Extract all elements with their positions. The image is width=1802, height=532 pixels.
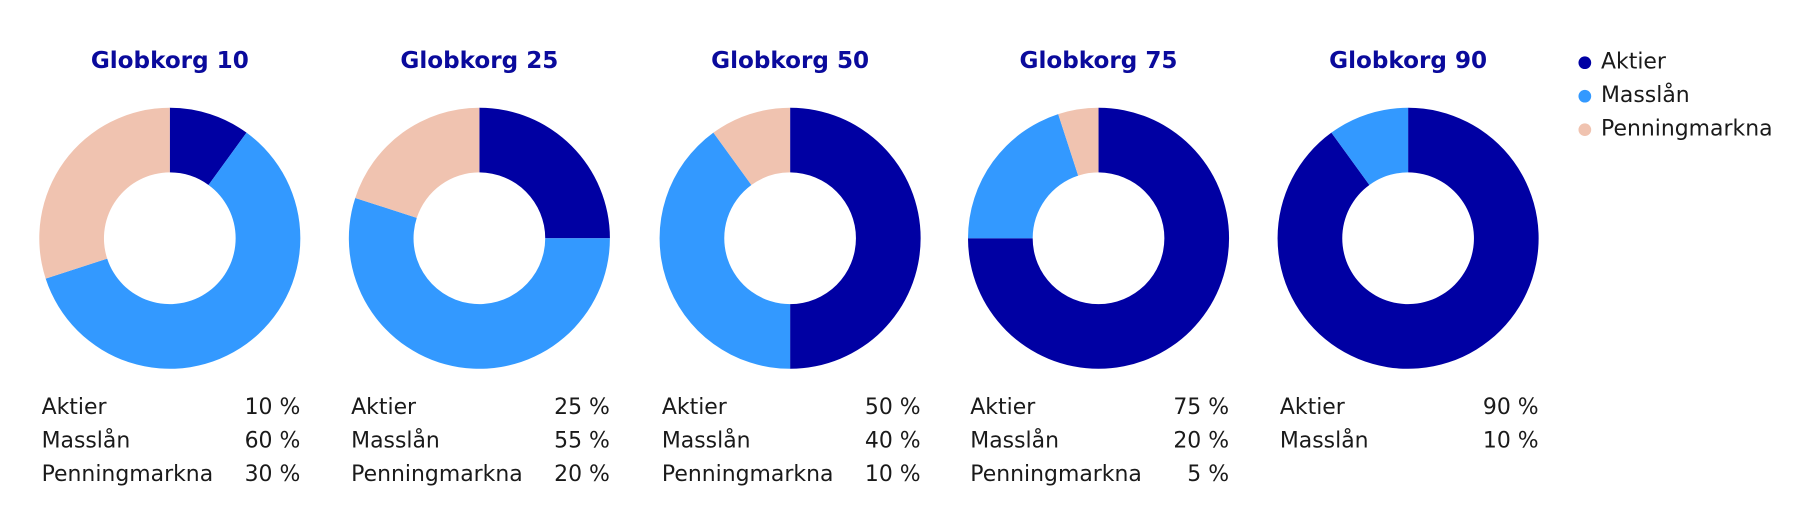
legend-label: Masslån bbox=[1601, 82, 1690, 108]
table-value: 10 % bbox=[865, 462, 921, 487]
table-label: Masslån bbox=[662, 428, 751, 454]
table-value: 30 % bbox=[245, 462, 301, 487]
donut-segment bbox=[1058, 107, 1099, 176]
legend-label: Aktier bbox=[1601, 50, 1667, 75]
chart-title: Globkorg 75 bbox=[1020, 48, 1178, 74]
donut-segment bbox=[169, 107, 247, 186]
donut-segment bbox=[967, 114, 1079, 239]
table-value: 20 % bbox=[1173, 429, 1229, 454]
legend-marker bbox=[1578, 89, 1592, 103]
donut-segment bbox=[713, 107, 791, 186]
legend-label: Penningmarkna bbox=[1601, 117, 1773, 142]
table-value: 20 % bbox=[554, 462, 610, 487]
donut-segment bbox=[790, 107, 921, 369]
table-value: 60 % bbox=[245, 429, 301, 454]
table-label: Penningmarkna bbox=[42, 462, 214, 487]
chart-title: Globkorg 90 bbox=[1329, 48, 1487, 74]
table-label: Aktier bbox=[42, 395, 108, 420]
donut-segment bbox=[39, 107, 170, 279]
table-label: Masslån bbox=[351, 428, 440, 454]
chart-title: Globkorg 50 bbox=[711, 48, 869, 74]
table-label: Aktier bbox=[1280, 395, 1346, 420]
table-value: 40 % bbox=[865, 429, 921, 454]
table-label: Aktier bbox=[351, 395, 417, 420]
table-value: 25 % bbox=[554, 395, 610, 420]
table-value: 55 % bbox=[554, 429, 610, 454]
table-value: 50 % bbox=[865, 395, 921, 420]
table-value: 90 % bbox=[1483, 395, 1539, 420]
table-label: Penningmarkna bbox=[351, 462, 523, 487]
table-label: Aktier bbox=[970, 395, 1036, 420]
chart-title: Globkorg 10 bbox=[91, 48, 249, 74]
donut-segment bbox=[1331, 107, 1409, 186]
donut-segment bbox=[659, 132, 791, 369]
table-value: 75 % bbox=[1173, 395, 1229, 420]
table-value: 10 % bbox=[245, 395, 301, 420]
donut-segment bbox=[967, 107, 1230, 369]
donut-segment bbox=[348, 197, 610, 369]
donut-segment bbox=[45, 132, 301, 369]
legend-marker bbox=[1578, 123, 1592, 137]
table-label: Masslån bbox=[1280, 428, 1369, 454]
table-label: Penningmarkna bbox=[662, 462, 834, 487]
table-label: Masslån bbox=[970, 428, 1059, 454]
donut-segment bbox=[479, 107, 610, 239]
donut-segment bbox=[1277, 107, 1539, 369]
table-value: 10 % bbox=[1483, 429, 1539, 454]
table-label: Masslån bbox=[42, 428, 131, 454]
chart-title: Globkorg 25 bbox=[400, 48, 558, 74]
table-label: Aktier bbox=[662, 395, 728, 420]
table-label: Penningmarkna bbox=[970, 462, 1142, 487]
legend-marker bbox=[1578, 56, 1592, 70]
table-value: 5 % bbox=[1187, 462, 1229, 487]
donut-segment bbox=[355, 107, 480, 218]
